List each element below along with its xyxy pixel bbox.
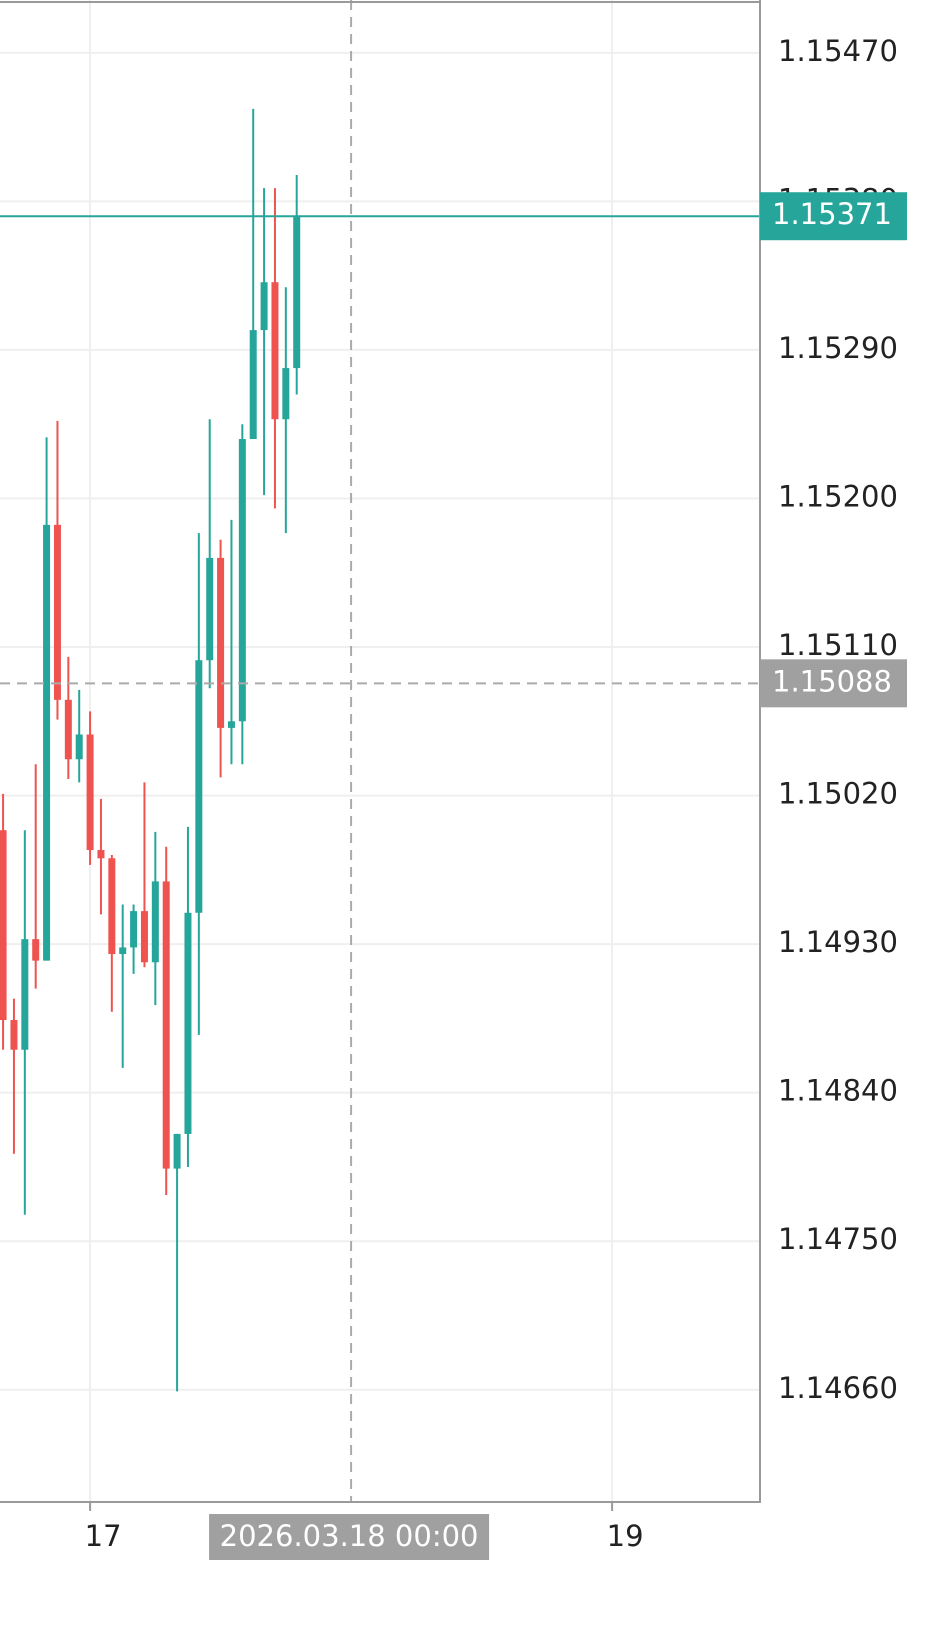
- candle-body: [97, 850, 105, 859]
- candle-body: [32, 939, 40, 961]
- y-tick-label: 1.15110: [778, 628, 898, 662]
- candle-body: [151, 881, 159, 963]
- candle-body: [238, 439, 246, 722]
- candle-body: [86, 734, 94, 851]
- y-tick-label: 1.14750: [778, 1222, 898, 1256]
- x-tick-label: 17: [85, 1519, 122, 1553]
- candle-body: [282, 368, 290, 420]
- y-tick-label: 1.15290: [778, 331, 898, 365]
- y-tick-label: 1.14660: [778, 1371, 898, 1405]
- candle-body: [293, 216, 301, 369]
- y-tick-label: 1.15200: [778, 479, 898, 513]
- last-price-label: 1.15371: [772, 197, 892, 231]
- candle-body: [10, 1020, 18, 1050]
- candle-body: [162, 881, 170, 1169]
- candle-body: [173, 1133, 181, 1169]
- candle-body: [195, 660, 203, 913]
- candle-body: [43, 524, 51, 961]
- candle-body: [21, 939, 29, 1050]
- candle-body: [64, 699, 72, 760]
- y-tick-label: 1.14930: [778, 925, 898, 959]
- crosshair-y-box: [760, 659, 907, 708]
- crosshair-x-box: [209, 1514, 490, 1560]
- crosshair-x-label: 2026.03.18 00:00: [220, 1519, 479, 1553]
- candle-body: [249, 330, 257, 440]
- candle-body: [227, 721, 235, 728]
- y-tick-label: 1.15470: [778, 34, 898, 68]
- y-tick-label: 1.14840: [778, 1074, 898, 1108]
- candle-body: [53, 524, 61, 700]
- crosshair-y-label: 1.15088: [772, 664, 892, 698]
- candle-body: [130, 911, 138, 948]
- candle-body: [119, 947, 127, 955]
- candle-body: [108, 858, 116, 955]
- candle-body: [184, 912, 192, 1134]
- overlay: [0, 0, 760, 1502]
- candle-body: [140, 911, 148, 963]
- candle-body: [0, 830, 7, 1021]
- candle-body: [260, 282, 268, 331]
- candle-body: [75, 734, 83, 760]
- x-tick-label: 19: [607, 1519, 644, 1553]
- candle-body: [206, 557, 214, 661]
- candles: [0, 108, 301, 1392]
- candle-body: [271, 282, 279, 420]
- y-tick-label: 1.15020: [778, 777, 898, 811]
- candle-body: [217, 557, 225, 728]
- last-price-box: [760, 192, 907, 241]
